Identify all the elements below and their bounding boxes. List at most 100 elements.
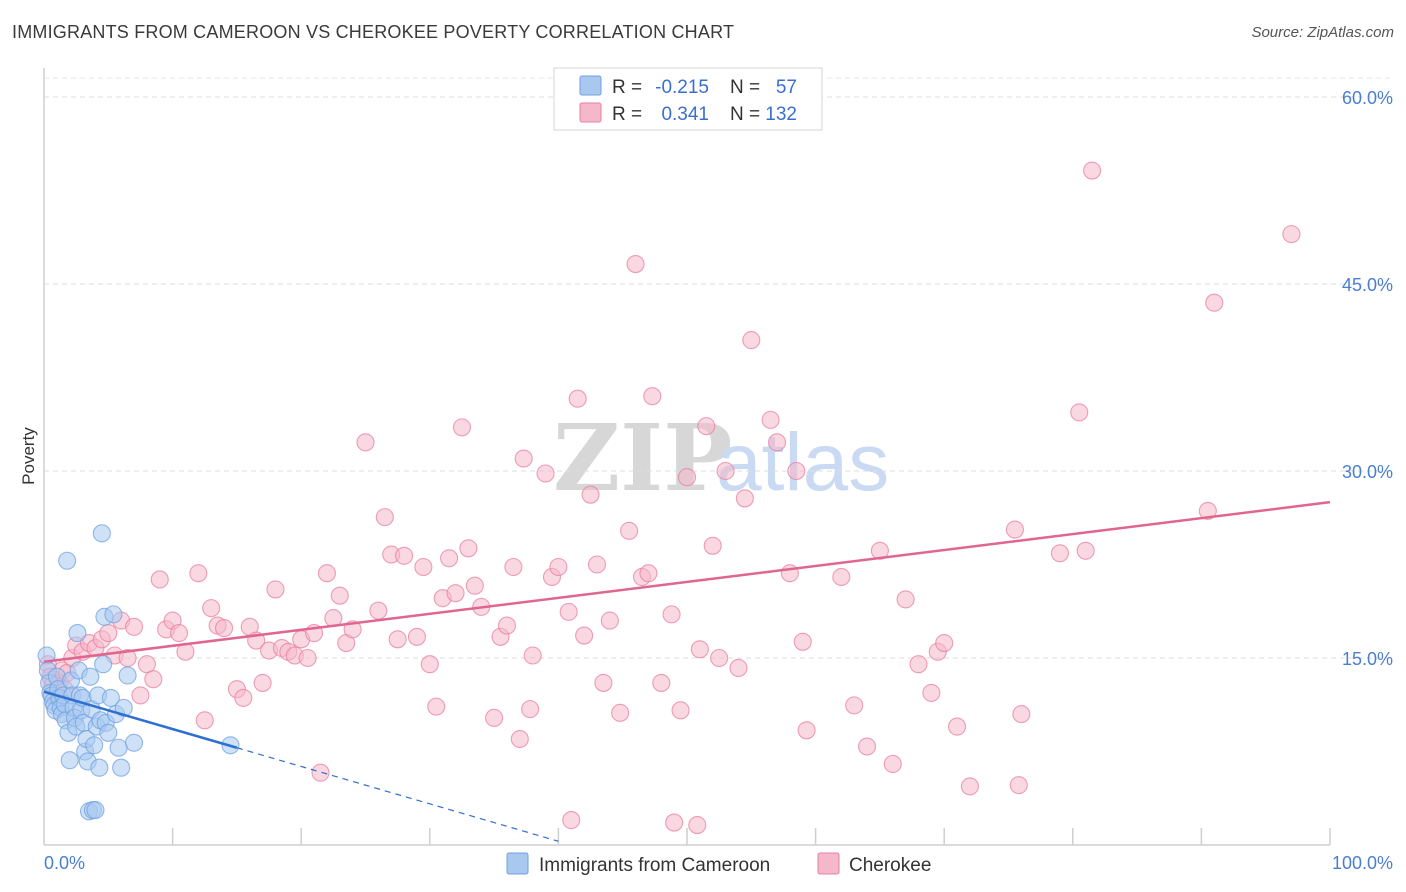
- trend-line-cameroon: [43, 690, 238, 749]
- trend-line-cameroon-extension: [236, 747, 559, 842]
- cherokee-point: [536, 464, 555, 483]
- cherokee-point: [427, 697, 446, 716]
- legend-r-value-cherokee: 0.341: [661, 104, 709, 125]
- cherokee-point: [452, 418, 472, 437]
- cherokee-point: [1083, 161, 1102, 180]
- cherokee-point: [253, 673, 272, 692]
- cherokee-point: [1076, 541, 1095, 560]
- cameroon-point: [112, 758, 131, 777]
- cherokee-point: [1005, 520, 1024, 539]
- cherokee-point: [559, 602, 578, 621]
- cherokee-point: [369, 601, 388, 620]
- cameroon-point: [109, 738, 128, 757]
- legend-n-label-cherokee: N =: [730, 104, 760, 125]
- cherokee-point: [137, 655, 156, 674]
- cherokee-point: [99, 624, 118, 643]
- cherokee-point: [703, 536, 722, 555]
- cherokee-point: [594, 673, 613, 692]
- cherokee-point: [662, 605, 681, 624]
- cameroon-point: [101, 688, 120, 707]
- cherokee-point: [1009, 776, 1028, 795]
- x-tick-label-min: 0.0%: [44, 853, 85, 873]
- x-ticks: [171, 828, 1331, 845]
- cherokee-point: [735, 489, 754, 508]
- cherokee-point: [671, 701, 690, 720]
- cherokee-point: [797, 721, 816, 740]
- cherokee-point: [549, 557, 568, 577]
- cherokee-point: [793, 632, 812, 651]
- y-tick-label: 15.0%: [1342, 649, 1393, 669]
- cherokee-point: [169, 624, 189, 643]
- cameroon-point: [94, 655, 113, 674]
- cherokee-point: [414, 557, 433, 577]
- cherokee-point: [131, 686, 150, 705]
- cherokee-point: [639, 564, 658, 583]
- cherokee-point: [144, 670, 163, 689]
- y-tick-label: 60.0%: [1342, 88, 1393, 108]
- cherokee-point: [568, 389, 587, 408]
- cameroon-point: [85, 736, 104, 755]
- chart-title: IMMIGRANTS FROM CAMEROON VS CHEROKEE POV…: [12, 22, 735, 42]
- cherokee-point: [575, 626, 594, 645]
- cherokee-point: [311, 763, 330, 782]
- cameroon-point: [81, 667, 100, 686]
- cherokee-point: [562, 811, 581, 830]
- cherokee-point: [787, 461, 806, 481]
- cherokee-point: [514, 449, 533, 468]
- cherokee-point: [581, 485, 600, 504]
- cherokee-point: [1070, 403, 1089, 422]
- cherokee-point: [356, 433, 375, 452]
- bottom-legend-swatch-cameroon: [506, 852, 529, 875]
- cherokee-point: [857, 737, 877, 756]
- cherokee-point: [710, 648, 729, 668]
- cherokee-point: [189, 564, 208, 583]
- cherokee-point: [234, 688, 253, 707]
- bottom-legend-label-cameroon: Immigrants from Cameroon: [539, 855, 770, 876]
- cherokee-point: [643, 387, 662, 406]
- cherokee-point: [1205, 293, 1224, 312]
- cherokee-point: [761, 410, 780, 429]
- cherokee-point: [521, 700, 540, 719]
- cherokee-point: [948, 717, 967, 736]
- cherokee-point: [523, 646, 542, 665]
- cherokee-point: [742, 331, 761, 350]
- cherokee-point: [266, 580, 285, 599]
- cherokee-point: [688, 816, 707, 835]
- cherokee-point: [375, 508, 394, 527]
- legend-r-value-cameroon: -0.215: [655, 77, 709, 98]
- cherokee-point: [620, 521, 639, 540]
- cherokee-point: [690, 640, 709, 659]
- correlation-legend: R = -0.215 N = 57 R = 0.341 N = 132: [553, 67, 823, 131]
- x-tick-label-max: 100.0%: [1332, 853, 1393, 873]
- cherokee-point: [124, 617, 144, 636]
- bottom-legend-swatch-cherokee: [817, 852, 840, 875]
- cameroon-point: [124, 733, 144, 752]
- cameroon-point: [92, 524, 111, 543]
- cameroon-point: [104, 605, 123, 624]
- cherokee-point: [195, 711, 214, 730]
- cherokee-point: [677, 468, 697, 487]
- cherokee-point: [202, 599, 221, 618]
- legend-swatch-cameroon: [579, 75, 602, 96]
- cherokee-point: [317, 564, 336, 583]
- grid-lines: [44, 77, 1393, 659]
- cherokee-point: [388, 630, 407, 649]
- cherokee-point: [150, 570, 169, 589]
- legend-n-value-cherokee: 132: [765, 104, 797, 125]
- bottom-legend-label-cherokee: Cherokee: [849, 855, 931, 876]
- cherokee-point: [465, 576, 484, 595]
- cherokee-point: [510, 729, 529, 749]
- cherokee-point: [407, 627, 426, 646]
- cherokee-point: [330, 586, 349, 605]
- cameroon-point: [58, 551, 77, 570]
- cherokee-point: [214, 619, 234, 638]
- cherokee-point: [1282, 225, 1301, 244]
- cherokee-point: [485, 708, 504, 727]
- cherokee-point: [652, 673, 671, 692]
- y-axis-title: Poverty: [19, 427, 38, 485]
- trend-line-cherokee: [43, 500, 1331, 663]
- cherokee-point: [440, 549, 459, 568]
- cherokee-point: [697, 417, 716, 436]
- cherokee-point: [459, 539, 478, 558]
